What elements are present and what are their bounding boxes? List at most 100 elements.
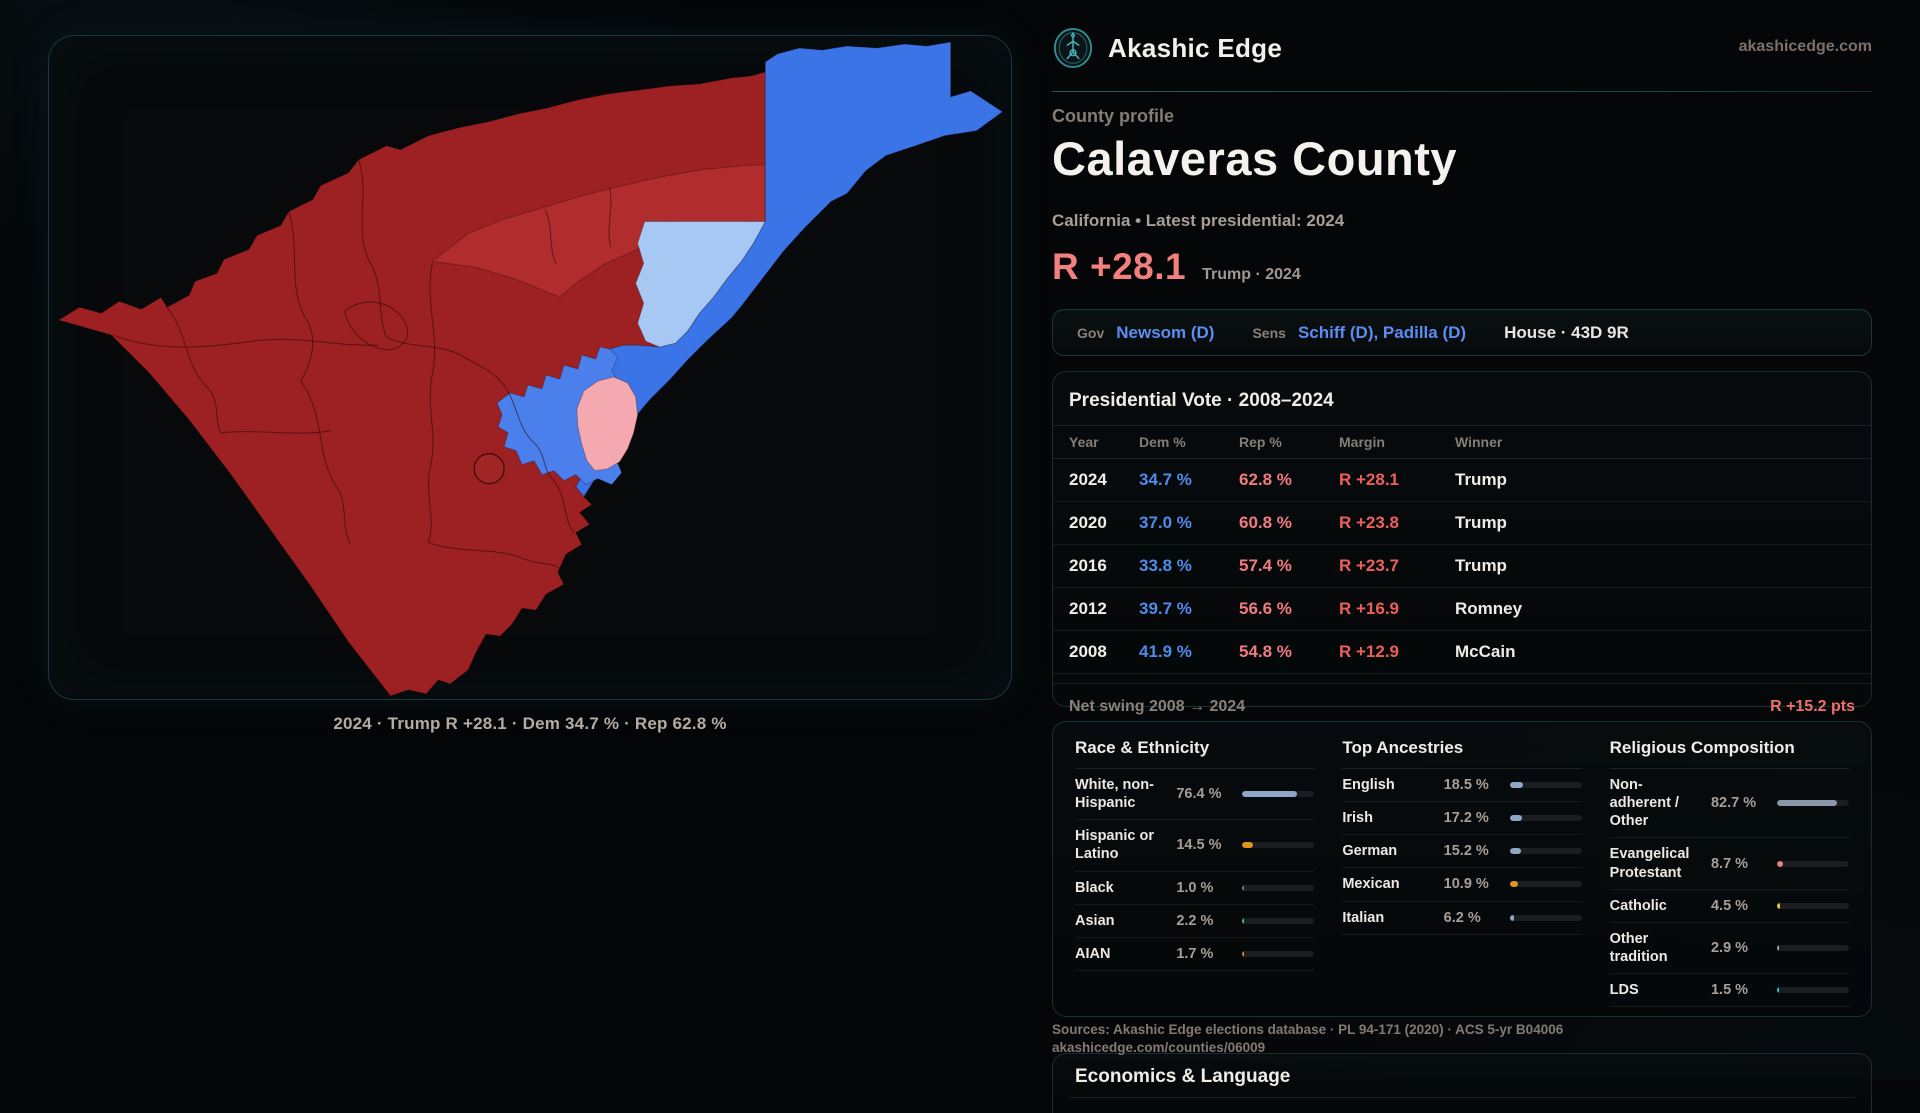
map-region-pink[interactable] [576,376,639,472]
year-cell: 2024 [1069,470,1107,489]
dem-pct-cell: 34.7 % [1139,470,1192,489]
dem-pct-cell: 41.9 % [1139,642,1192,661]
dem-pct-cell: 39.7 % [1139,599,1192,618]
stat-label: Mexican [1342,876,1400,893]
table-header-row: Year Dem % Rep % Margin Winner [1053,426,1871,459]
stat-value: 18.5 % [1443,777,1489,794]
map-region-strong-dem[interactable] [575,41,1004,498]
rep-pct-cell: 57.4 % [1239,556,1292,575]
stat-bar-fill [1242,884,1245,891]
brand-name[interactable]: Akashic Edge [1108,32,1283,63]
stat-row: English 18.5 % [1342,769,1582,803]
dem-pct-cell: 33.8 % [1139,556,1192,575]
stat-row: Other tradition 2.9 % [1609,923,1849,974]
col-year: Year [1069,434,1099,450]
house-delegation: House · 43D 9R [1504,322,1629,342]
year-cell: 2012 [1069,599,1107,618]
stat-bar [1242,917,1315,924]
gov-label: Gov [1077,324,1105,341]
stat-row: Asian 2.2 % [1075,905,1315,938]
stat-value: 10.9 % [1443,876,1489,893]
headline-margin-row: R +28.1 Trump · 2024 [1052,246,1872,288]
stat-value: 17.2 % [1443,810,1489,827]
headline-margin: R +28.1 [1052,246,1187,287]
stat-row: White, non-Hispanic 76.4 % [1075,769,1315,821]
divider [1053,425,1871,426]
table-body: 2024 34.7 % 62.8 % R +28.1 Trump 2020 37.0 % 60… [1053,459,1871,674]
demographics-column: Top Ancestries English 18.5 % Irish 17.2 % Ge… [1342,738,1582,1007]
stat-bar [1776,860,1849,867]
table-row[interactable]: 2020 37.0 % 60.8 % R +23.8 Trump [1053,502,1871,545]
stat-row: Evangelical Protestant 8.7 % [1609,838,1849,890]
margin-cell: R +23.8 [1339,513,1400,532]
stat-value: 1.7 % [1176,945,1214,962]
table-row[interactable]: 2016 33.8 % 57.4 % R +23.7 Trump [1053,545,1871,588]
stat-label: Irish [1342,810,1373,827]
rep-pct-cell: 56.6 % [1239,599,1292,618]
akashic-edge-logo-icon[interactable] [1052,27,1094,69]
stat-bar [1776,944,1849,951]
precinct-map[interactable] [49,36,1011,699]
divider [1609,768,1849,769]
stat-bar [1509,881,1582,888]
site-domain: akashicedge.com [1738,38,1872,55]
stat-row: Catholic 4.5 % [1609,890,1849,923]
divider [1342,768,1582,769]
stat-bar [1776,902,1849,909]
demographics-column: Race & Ethnicity White, non-Hispanic 76.4 … [1075,738,1315,1007]
gov-value-link[interactable]: Newsom (D) [1116,322,1215,342]
margin-cell: R +23.7 [1339,556,1400,575]
year-cell: 2020 [1069,513,1107,532]
table-row[interactable]: 2012 39.7 % 56.6 % R +16.9 Romney [1053,588,1871,631]
stat-row: Hispanic or Latino 14.5 % [1075,820,1315,872]
eyebrow-label: County profile [1052,106,1174,126]
stat-label: Black [1075,879,1114,896]
stat-label: Catholic [1609,897,1667,914]
stat-bar [1509,848,1582,855]
stat-value: 15.2 % [1443,843,1489,860]
stat-label: Asian [1075,912,1115,929]
rep-pct-cell: 54.8 % [1239,642,1292,661]
col-rep: Rep % [1239,434,1282,450]
stat-bar-fill [1509,815,1523,822]
stat-bar [1242,884,1315,891]
stat-bar-fill [1242,791,1298,798]
headline-context: Trump · 2024 [1202,266,1301,283]
col-winner: Winner [1455,434,1503,450]
stat-bar-fill [1509,914,1515,921]
net-swing-label: Net swing 2008 → 2024 [1069,697,1246,715]
winner-cell: Trump [1455,513,1507,532]
map-region-small-circle[interactable] [473,453,505,485]
table-row[interactable]: 2024 34.7 % 62.8 % R +28.1 Trump [1053,459,1871,502]
stat-bar-fill [1776,902,1781,909]
economics-panel: Economics & Language [1052,1052,1872,1113]
sens-value-link[interactable]: Schiff (D), Padilla (D) [1297,322,1467,342]
governor-group: Gov Newsom (D) [1077,323,1214,343]
stat-value: 1.0 % [1176,879,1214,896]
stat-row: German 15.2 % [1342,835,1582,869]
sources-note: Sources: Akashic Edge elections database… [1052,1021,1872,1057]
header-divider [1052,91,1872,92]
stat-bar [1776,800,1849,807]
sens-label: Sens [1252,324,1286,341]
map-caption: 2024 · Trump R +28.1 · Dem 34.7 % · Rep … [333,714,727,733]
demographics-column: Religious Composition Non-adherent / Othe… [1609,738,1849,1008]
stat-row: Italian 6.2 % [1342,902,1582,935]
officials-bar: Gov Newsom (D) Sens Schiff (D), Padilla … [1052,309,1872,356]
demographics-panel: Race & Ethnicity White, non-Hispanic 76.4 … [1052,721,1872,1017]
table-row[interactable]: 2008 41.9 % 54.8 % R +12.9 McCain [1053,631,1871,674]
county-map-panel[interactable] [48,35,1012,700]
demographics-column-title: Race & Ethnicity [1075,738,1210,757]
stat-bar-fill [1509,881,1518,888]
stat-bar-fill [1776,944,1780,951]
stat-bar-fill [1509,782,1523,789]
stat-bar [1242,950,1315,957]
stat-label: Other tradition [1609,930,1668,965]
stat-bar [1509,782,1582,789]
map-region-light-dem[interactable] [635,220,766,348]
stat-bar-fill [1242,950,1245,957]
stat-value: 1.5 % [1710,982,1749,999]
stat-value: 2.2 % [1176,912,1214,929]
presidential-panel-title: Presidential Vote · 2008–2024 [1069,390,1334,411]
stat-value: 2.9 % [1710,939,1749,956]
